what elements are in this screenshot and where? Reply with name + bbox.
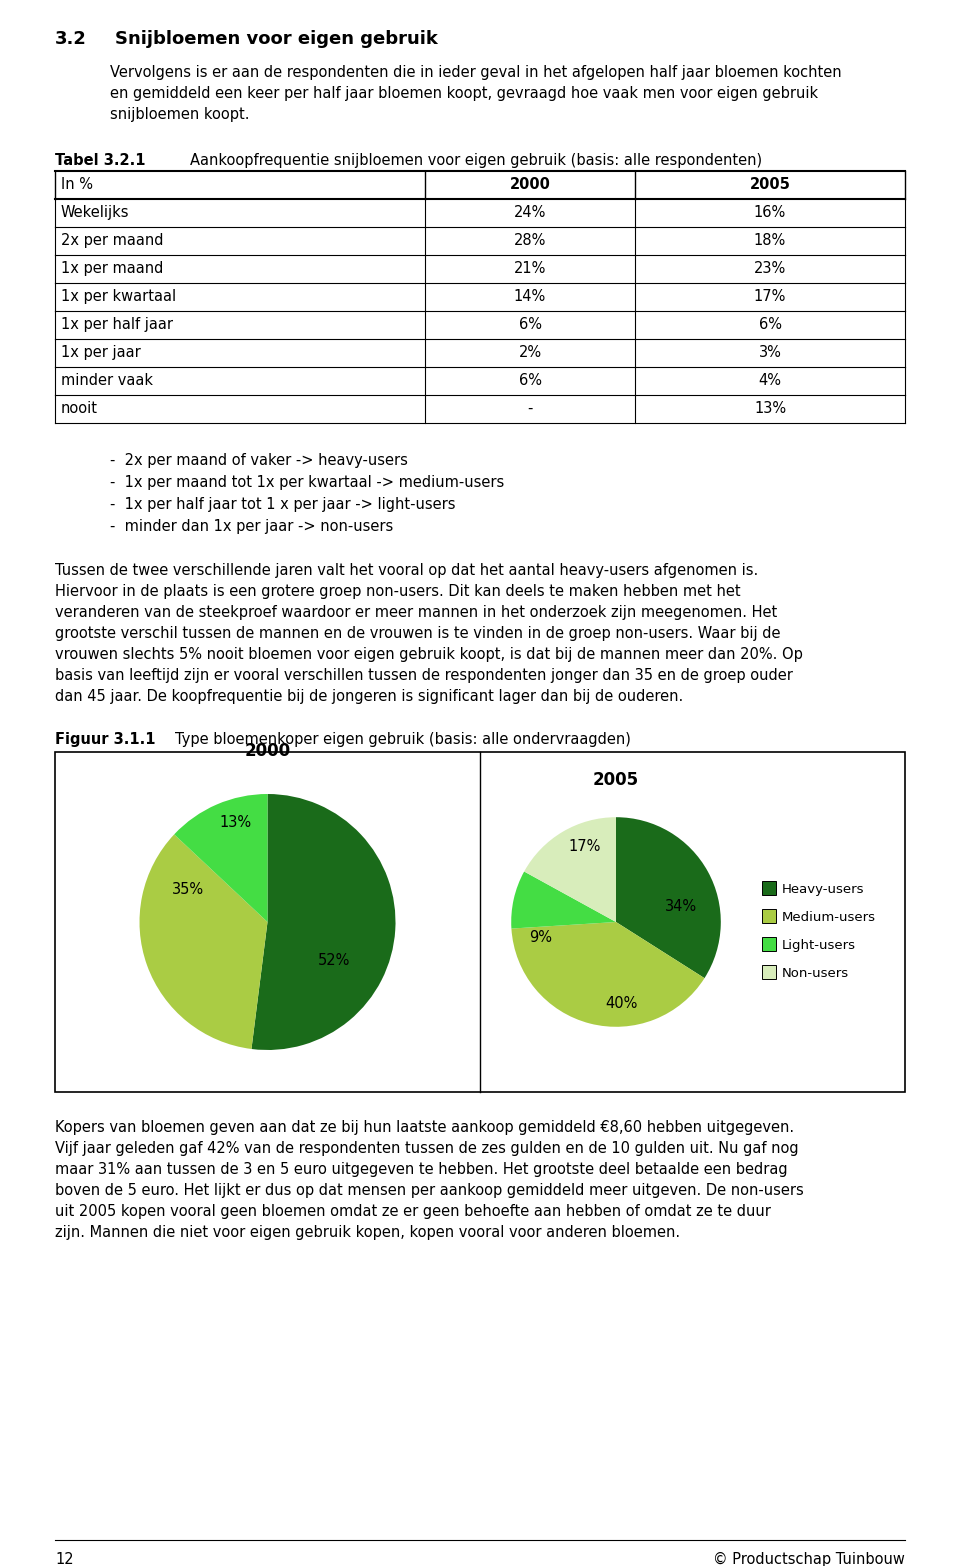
- Text: Vijf jaar geleden gaf 42% van de respondenten tussen de zes gulden en de 10 guld: Vijf jaar geleden gaf 42% van de respond…: [55, 1142, 799, 1156]
- Text: 23%: 23%: [754, 262, 786, 276]
- Text: Figuur 3.1.1: Figuur 3.1.1: [55, 731, 156, 747]
- Text: © Productschap Tuinbouw: © Productschap Tuinbouw: [713, 1552, 905, 1566]
- Bar: [762, 965, 776, 979]
- Text: nooit: nooit: [61, 401, 98, 417]
- Text: Aankoopfrequentie snijbloemen voor eigen gebruik (basis: alle respondenten): Aankoopfrequentie snijbloemen voor eigen…: [190, 153, 762, 168]
- Bar: [55, 752, 905, 1092]
- Text: 24%: 24%: [514, 205, 546, 219]
- Text: Light-users: Light-users: [782, 940, 856, 952]
- Text: 12: 12: [55, 1552, 74, 1566]
- Text: Snijbloemen voor eigen gebruik: Snijbloemen voor eigen gebruik: [115, 30, 438, 49]
- Text: 1x per maand: 1x per maand: [61, 262, 163, 276]
- Text: 4%: 4%: [758, 373, 781, 388]
- Wedge shape: [512, 872, 616, 929]
- Text: uit 2005 kopen vooral geen bloemen omdat ze er geen behoefte aan hebben of omdat: uit 2005 kopen vooral geen bloemen omdat…: [55, 1204, 771, 1218]
- Text: 2005: 2005: [750, 177, 790, 193]
- Text: Tabel 3.2.1: Tabel 3.2.1: [55, 153, 146, 168]
- Text: vrouwen slechts 5% nooit bloemen voor eigen gebruik koopt, is dat bij de mannen : vrouwen slechts 5% nooit bloemen voor ei…: [55, 647, 803, 662]
- Bar: [762, 882, 776, 896]
- Text: -  1x per maand tot 1x per kwartaal -> medium-users: - 1x per maand tot 1x per kwartaal -> me…: [110, 474, 504, 490]
- Text: -  2x per maand of vaker -> heavy-users: - 2x per maand of vaker -> heavy-users: [110, 453, 408, 468]
- Wedge shape: [139, 835, 268, 1049]
- Text: Tussen de twee verschillende jaren valt het vooral op dat het aantal heavy-users: Tussen de twee verschillende jaren valt …: [55, 564, 758, 578]
- Title: 2000: 2000: [245, 742, 291, 761]
- Text: Wekelijks: Wekelijks: [61, 205, 130, 219]
- Text: Heavy-users: Heavy-users: [782, 883, 865, 896]
- Text: 1x per jaar: 1x per jaar: [61, 345, 141, 360]
- Text: 1x per half jaar: 1x per half jaar: [61, 316, 173, 332]
- Text: 3.2: 3.2: [55, 30, 86, 49]
- Text: 16%: 16%: [754, 205, 786, 219]
- Text: 28%: 28%: [514, 233, 546, 247]
- Text: 3%: 3%: [758, 345, 781, 360]
- Text: 2%: 2%: [518, 345, 541, 360]
- Text: 17%: 17%: [568, 839, 601, 853]
- Text: 9%: 9%: [529, 930, 552, 946]
- Text: 6%: 6%: [518, 373, 541, 388]
- Text: dan 45 jaar. De koopfrequentie bij de jongeren is significant lager dan bij de o: dan 45 jaar. De koopfrequentie bij de jo…: [55, 689, 684, 705]
- Text: In %: In %: [61, 177, 93, 193]
- Wedge shape: [252, 794, 396, 1049]
- Text: -  minder dan 1x per jaar -> non-users: - minder dan 1x per jaar -> non-users: [110, 518, 394, 534]
- Text: Vervolgens is er aan de respondenten die in ieder geval in het afgelopen half ja: Vervolgens is er aan de respondenten die…: [110, 66, 842, 80]
- Text: Non-users: Non-users: [782, 966, 850, 980]
- Text: veranderen van de steekproef waardoor er meer mannen in het onderzoek zijn meege: veranderen van de steekproef waardoor er…: [55, 604, 778, 620]
- Text: 2x per maand: 2x per maand: [61, 233, 163, 247]
- Text: Medium-users: Medium-users: [782, 911, 876, 924]
- Bar: [762, 908, 776, 922]
- Text: snijbloemen koopt.: snijbloemen koopt.: [110, 106, 250, 122]
- Text: 17%: 17%: [754, 290, 786, 304]
- Bar: [762, 936, 776, 951]
- Text: 52%: 52%: [318, 952, 350, 968]
- Text: 6%: 6%: [758, 316, 781, 332]
- Wedge shape: [616, 817, 721, 979]
- Wedge shape: [524, 817, 616, 922]
- Wedge shape: [174, 794, 268, 922]
- Wedge shape: [512, 922, 705, 1027]
- Text: -  1x per half jaar tot 1 x per jaar -> light-users: - 1x per half jaar tot 1 x per jaar -> l…: [110, 496, 455, 512]
- Text: zijn. Mannen die niet voor eigen gebruik kopen, kopen vooral voor anderen bloeme: zijn. Mannen die niet voor eigen gebruik…: [55, 1225, 680, 1240]
- Text: 34%: 34%: [665, 899, 697, 915]
- Text: maar 31% aan tussen de 3 en 5 euro uitgegeven te hebben. Het grootste deel betaa: maar 31% aan tussen de 3 en 5 euro uitge…: [55, 1162, 787, 1178]
- Text: 1x per kwartaal: 1x per kwartaal: [61, 290, 176, 304]
- Text: Kopers van bloemen geven aan dat ze bij hun laatste aankoop gemiddeld €8,60 hebb: Kopers van bloemen geven aan dat ze bij …: [55, 1120, 794, 1135]
- Text: 13%: 13%: [754, 401, 786, 417]
- Text: 6%: 6%: [518, 316, 541, 332]
- Text: en gemiddeld een keer per half jaar bloemen koopt, gevraagd hoe vaak men voor ei: en gemiddeld een keer per half jaar bloe…: [110, 86, 818, 100]
- Text: 13%: 13%: [220, 814, 252, 830]
- Text: Hiervoor in de plaats is een grotere groep non-users. Dit kan deels te maken heb: Hiervoor in de plaats is een grotere gro…: [55, 584, 740, 600]
- Text: 18%: 18%: [754, 233, 786, 247]
- Text: boven de 5 euro. Het lijkt er dus op dat mensen per aankoop gemiddeld meer uitge: boven de 5 euro. Het lijkt er dus op dat…: [55, 1182, 804, 1198]
- Text: 35%: 35%: [172, 883, 204, 897]
- Text: 21%: 21%: [514, 262, 546, 276]
- Text: 14%: 14%: [514, 290, 546, 304]
- Text: 40%: 40%: [605, 996, 637, 1012]
- Text: grootste verschil tussen de mannen en de vrouwen is te vinden in de groep non-us: grootste verschil tussen de mannen en de…: [55, 626, 780, 640]
- Text: 2000: 2000: [510, 177, 550, 193]
- Text: Type bloemenkoper eigen gebruik (basis: alle ondervraagden): Type bloemenkoper eigen gebruik (basis: …: [175, 731, 631, 747]
- Text: basis van leeftijd zijn er vooral verschillen tussen de respondenten jonger dan : basis van leeftijd zijn er vooral versch…: [55, 669, 793, 683]
- Text: minder vaak: minder vaak: [61, 373, 153, 388]
- Title: 2005: 2005: [593, 772, 639, 789]
- Text: -: -: [527, 401, 533, 417]
